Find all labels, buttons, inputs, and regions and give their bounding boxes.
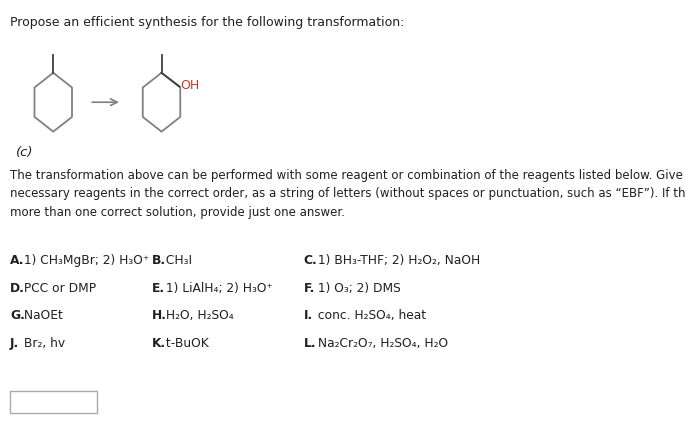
Text: NaOEt: NaOEt [20,309,63,322]
Bar [10,392,97,413]
Text: D.: D. [10,282,25,294]
Text: (c): (c) [16,146,34,159]
Text: Na₂Cr₂O₇, H₂SO₄, H₂O: Na₂Cr₂O₇, H₂SO₄, H₂O [314,336,448,350]
Text: OH: OH [180,79,200,92]
Text: conc. H₂SO₄, heat: conc. H₂SO₄, heat [314,309,426,322]
Text: F.: F. [304,282,315,294]
Text: G.: G. [10,309,25,322]
Text: H.: H. [152,309,167,322]
Text: E.: E. [152,282,165,294]
Text: The transformation above can be performed with some reagent or combination of th: The transformation above can be performe… [10,169,686,219]
Text: Br₂, hv: Br₂, hv [20,336,65,350]
Text: B.: B. [152,254,166,267]
Text: J.: J. [10,336,19,350]
Text: L.: L. [304,336,316,350]
Text: Propose an efficient synthesis for the following transformation:: Propose an efficient synthesis for the f… [10,16,404,29]
Text: H₂O, H₂SO₄: H₂O, H₂SO₄ [162,309,234,322]
Text: I.: I. [304,309,313,322]
Text: 1) CH₃MgBr; 2) H₃O⁺: 1) CH₃MgBr; 2) H₃O⁺ [20,254,150,267]
Text: K.: K. [152,336,166,350]
Text: t-BuOK: t-BuOK [162,336,209,350]
Text: 1) LiAlH₄; 2) H₃O⁺: 1) LiAlH₄; 2) H₃O⁺ [162,282,273,294]
Text: A.: A. [10,254,25,267]
Text: 1) O₃; 2) DMS: 1) O₃; 2) DMS [314,282,401,294]
Text: 1) BH₃-THF; 2) H₂O₂, NaOH: 1) BH₃-THF; 2) H₂O₂, NaOH [314,254,480,267]
Text: PCC or DMP: PCC or DMP [20,282,96,294]
Text: C.: C. [304,254,318,267]
Text: CH₃I: CH₃I [162,254,192,267]
